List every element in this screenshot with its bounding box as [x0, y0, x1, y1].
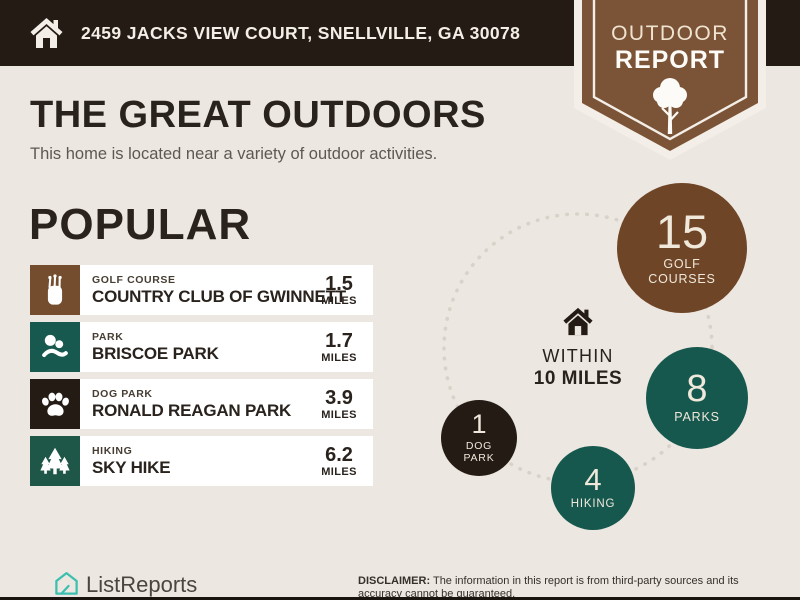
- item-name: SKY HIKE: [92, 457, 171, 477]
- miles-label: 10 MILES: [533, 368, 623, 389]
- hero-section: THE GREAT OUTDOORS This home is located …: [30, 96, 486, 164]
- outdoor-report-badge: OUTDOOR REPORT: [574, 0, 766, 166]
- bubble-label: PARKS: [674, 410, 720, 425]
- disclaimer-line1: The information in this report is from t…: [432, 575, 739, 587]
- item-distance-unit: MILES: [321, 294, 357, 307]
- item-category: HIKING: [92, 444, 133, 457]
- item-name: COUNTRY CLUB OF GWINNETT: [92, 286, 346, 306]
- home-icon: [563, 307, 593, 336]
- bubble-value: 8: [686, 368, 708, 411]
- bottom-edge-bar: [0, 597, 800, 600]
- paw-icon: [30, 379, 80, 429]
- bubble-value: 4: [584, 462, 602, 498]
- property-address: 2459 JACKS VIEW COURT, SNELLVILLE, GA 30…: [81, 22, 521, 43]
- badge-title-line2: REPORT: [614, 45, 726, 74]
- list-item-dog-park: DOG PARK RONALD REAGAN PARK 3.9 MILES: [30, 379, 373, 429]
- page-title: THE GREAT OUTDOORS: [30, 94, 486, 136]
- bubble-dog-park: 1 DOG PARK: [441, 400, 517, 476]
- bubble-label: DOG PARK: [463, 440, 495, 465]
- bubble-hiking: 4 HIKING: [551, 446, 635, 530]
- disclaimer-line2: accuracy cannot be guaranteed.: [358, 587, 516, 600]
- pennant-shape: [574, 0, 766, 160]
- item-distance: 1.7: [325, 329, 353, 352]
- list-item-golf-course: GOLF COURSE COUNTRY CLUB OF GWINNETT 1.5…: [30, 265, 373, 315]
- bubble-parks: 8 PARKS: [646, 347, 748, 449]
- disclaimer-label: DISCLAIMER:: [358, 575, 431, 587]
- item-distance-unit: MILES: [321, 465, 357, 478]
- listreports-brand: ListReports: [86, 572, 198, 597]
- page-subtitle: This home is located near a variety of o…: [30, 145, 438, 163]
- bubble-label: HIKING: [570, 497, 616, 510]
- home-icon: [30, 18, 63, 48]
- item-name: BRISCOE PARK: [92, 343, 219, 363]
- item-category: DOG PARK: [92, 387, 153, 400]
- bubble-value: 15: [655, 204, 709, 258]
- tree-icon: [653, 78, 687, 134]
- radius-center-label: WITHIN 10 MILES: [508, 306, 648, 390]
- popular-list: GOLF COURSE COUNTRY CLUB OF GWINNETT 1.5…: [30, 265, 373, 493]
- bubble-label: GOLF COURSES: [648, 257, 716, 286]
- listreports-logo-icon: [55, 572, 78, 595]
- item-distance: 3.9: [325, 386, 353, 409]
- item-distance-unit: MILES: [321, 351, 357, 364]
- park-icon: [30, 322, 80, 372]
- item-category: GOLF COURSE: [92, 273, 176, 286]
- list-item-hiking: HIKING SKY HIKE 6.2 MILES: [30, 436, 373, 486]
- item-distance: 6.2: [325, 443, 353, 466]
- pine-trees-icon: [30, 436, 80, 486]
- item-distance-unit: MILES: [321, 408, 357, 421]
- disclaimer: DISCLAIMER: The information in this repo…: [358, 575, 782, 600]
- item-distance: 1.5: [325, 272, 353, 295]
- list-item-park: PARK BRISCOE PARK 1.7 MILES: [30, 322, 373, 372]
- item-name: RONALD REAGAN PARK: [92, 400, 292, 420]
- golf-bag-icon: [30, 265, 80, 315]
- within-label: WITHIN: [542, 346, 614, 366]
- item-category: PARK: [92, 330, 124, 343]
- bubble-golf-courses: 15 GOLF COURSES: [617, 183, 747, 313]
- badge-title-line1: OUTDOOR: [611, 22, 729, 45]
- bubble-value: 1: [471, 408, 487, 439]
- popular-heading: POPULAR: [29, 200, 252, 249]
